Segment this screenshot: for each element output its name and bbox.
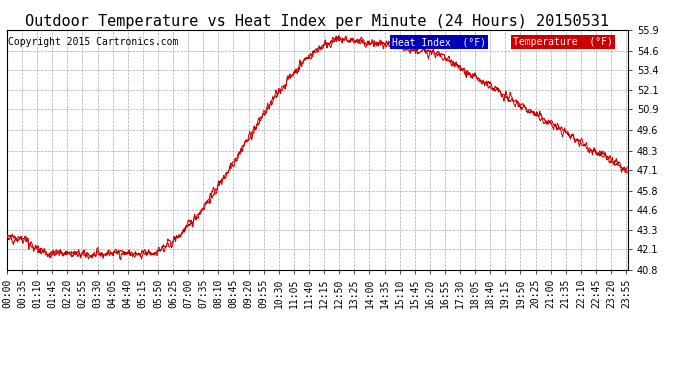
Text: Temperature  (°F): Temperature (°F) xyxy=(513,37,613,47)
Text: Heat Index  (°F): Heat Index (°F) xyxy=(392,37,486,47)
Text: Copyright 2015 Cartronics.com: Copyright 2015 Cartronics.com xyxy=(8,37,179,47)
Title: Outdoor Temperature vs Heat Index per Minute (24 Hours) 20150531: Outdoor Temperature vs Heat Index per Mi… xyxy=(26,14,609,29)
